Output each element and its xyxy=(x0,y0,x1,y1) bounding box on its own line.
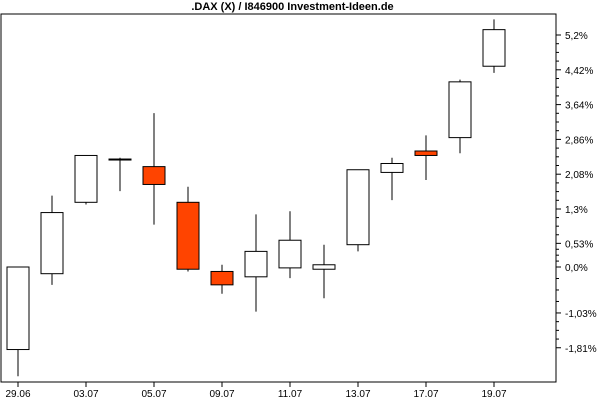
x-tick-label: 09.07 xyxy=(209,389,234,400)
candle-body xyxy=(312,264,336,270)
y-tick-label: 2,86% xyxy=(565,135,593,146)
y-tick-label: 2,08% xyxy=(565,170,593,181)
candle-body xyxy=(380,162,404,173)
y-tick-label: 1,3% xyxy=(565,205,588,216)
x-tick-label: 03.07 xyxy=(73,389,98,400)
x-axis: 29.06 03.07 05.07 09.07 11.07 13.07 17.07 19.07 xyxy=(5,382,507,400)
x-tick-label: 11.07 xyxy=(278,389,303,400)
candle-body xyxy=(108,158,132,161)
y-tick-label: -1,81% xyxy=(565,344,597,355)
candle-body xyxy=(414,150,438,156)
candle-body xyxy=(244,250,268,278)
chart-title: .DAX (X) / I846900 Investment-Ideen.de xyxy=(191,1,394,13)
candle-body xyxy=(74,154,98,203)
x-tick-label: 19.07 xyxy=(481,389,506,400)
x-tick-label: 29.06 xyxy=(5,389,30,400)
y-tick-label: 5,2% xyxy=(565,31,588,42)
candle-body xyxy=(448,81,472,139)
y-tick-label: 0,0% xyxy=(565,263,588,274)
x-tick-label: 13.07 xyxy=(345,389,370,400)
y-tick-label: 0,53% xyxy=(565,239,593,250)
candle-body xyxy=(210,270,234,286)
candle-body xyxy=(176,201,200,270)
y-tick-label: -1,03% xyxy=(565,309,597,320)
y-axis: -1,81% -1,03% 0,0% 0,53% 1,3% 2,08% 2,86% 3,64%… xyxy=(556,31,597,355)
y-tick-label: 4,42% xyxy=(565,66,593,77)
y-tick-label: 3,64% xyxy=(565,101,593,112)
x-tick-label: 05.07 xyxy=(141,389,166,400)
candle-body xyxy=(346,169,370,246)
candle-body xyxy=(40,212,64,275)
candle-body xyxy=(142,166,166,185)
candle-body xyxy=(278,239,302,269)
candle-body xyxy=(6,266,30,351)
candles xyxy=(6,19,506,377)
x-tick-label: 17.07 xyxy=(413,389,438,400)
candle-body xyxy=(482,29,506,67)
